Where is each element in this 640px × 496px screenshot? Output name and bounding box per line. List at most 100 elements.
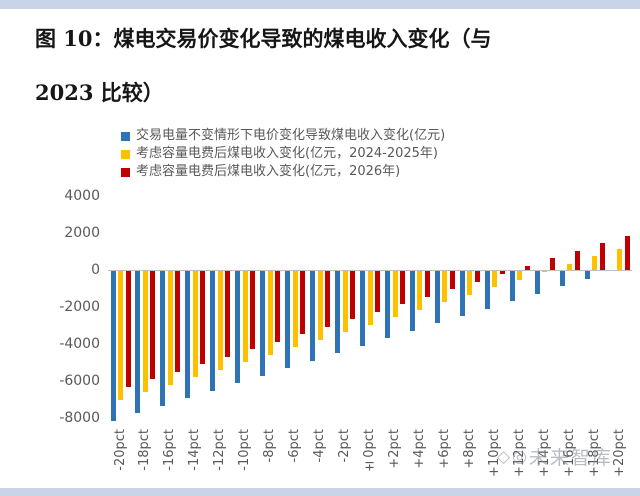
bar-series2--6pct xyxy=(300,271,306,335)
legend-item-2: 考虑容量电费后煤电收入变化(亿元，2026年) xyxy=(121,163,445,181)
y-tick-label: -8000 xyxy=(59,410,100,426)
bar-series0--20pct xyxy=(110,271,116,421)
bar-series2-+12pct xyxy=(524,265,530,270)
y-tick-label: 0 xyxy=(91,262,100,278)
legend-swatch-icon xyxy=(121,149,130,159)
bar-series2--8pct xyxy=(275,271,281,342)
figure-title-line2: 2023 比较） xyxy=(35,80,164,105)
bar-series0-+4pct xyxy=(409,271,415,331)
bar-series1--12pct xyxy=(217,271,223,370)
bar-series2--10pct xyxy=(250,271,256,350)
chart-legend: 交易电量不变情形下电价变化导致煤电收入变化(亿元) 考虑容量电费后煤电收入变化(亿… xyxy=(121,127,445,181)
y-tick-label: -6000 xyxy=(59,373,100,389)
bar-series1-+6pct xyxy=(442,271,448,303)
bar-series2--4pct xyxy=(325,271,331,327)
bar-series0-+14pct xyxy=(534,271,540,294)
bar-series1--2pct xyxy=(342,271,348,333)
bar-series0--4pct xyxy=(310,271,316,361)
page-bottom-band xyxy=(0,488,640,496)
x-tick-label: +4pct xyxy=(411,429,427,469)
bar-series1--18pct xyxy=(142,271,148,393)
bar-series0-+10pct xyxy=(484,271,490,309)
watermark: ◇ ◎ 未来智库 xyxy=(497,443,613,470)
x-tick-label: -20pct xyxy=(112,429,128,471)
legend-label: 考虑容量电费后煤电收入变化(亿元，2026年) xyxy=(136,164,401,179)
x-tick-label: -18pct xyxy=(137,429,153,471)
y-tick-label: 2000 xyxy=(64,225,100,241)
legend-label: 考虑容量电费后煤电收入变化(亿元，2024-2025年) xyxy=(136,146,439,161)
bar-series0-+2pct xyxy=(385,271,390,339)
x-tick-label: +6pct xyxy=(436,429,452,469)
bar-series2-±0pct xyxy=(375,271,380,312)
bar-series1-+10pct xyxy=(492,271,498,288)
y-tick-label: -4000 xyxy=(59,336,100,352)
legend-swatch-icon xyxy=(121,131,130,141)
bar-series0--2pct xyxy=(335,271,340,354)
bar-series0-+6pct xyxy=(434,271,440,324)
bar-series2-+16pct xyxy=(574,250,580,270)
bar-series1--4pct xyxy=(317,271,323,340)
bar-series1--8pct xyxy=(267,271,273,355)
x-tick-label: -8pct xyxy=(262,429,278,463)
bar-series0--14pct xyxy=(185,271,191,399)
figure-title-line1: 图 10：煤电交易价变化导致的煤电收入变化（与 xyxy=(35,26,492,51)
watermark-text: 未来智库 xyxy=(528,447,613,469)
bar-series1-+2pct xyxy=(392,271,398,318)
bar-series0--8pct xyxy=(260,271,266,376)
bar-series0-+18pct xyxy=(584,271,590,279)
y-tick-label: 4000 xyxy=(64,188,100,204)
bar-series2--16pct xyxy=(175,271,181,372)
bar-series1-+18pct xyxy=(592,256,598,270)
page-top-band xyxy=(0,0,640,9)
bar-series2-+20pct xyxy=(624,235,630,270)
bar-series0--18pct xyxy=(135,271,141,414)
bar-series2-+14pct xyxy=(549,258,555,270)
x-tick-label: ±0pct xyxy=(362,429,377,473)
x-tick-label: -6pct xyxy=(287,429,303,463)
bar-series2--20pct xyxy=(125,271,131,387)
bar-series0-+12pct xyxy=(509,271,515,301)
bar-series1--20pct xyxy=(118,271,123,400)
bar-series2-+18pct xyxy=(599,243,605,270)
bar-series1--16pct xyxy=(167,271,173,385)
x-tick-label: -10pct xyxy=(237,429,253,471)
legend-swatch-icon xyxy=(121,167,130,177)
x-tick-label: +20pct xyxy=(611,429,627,477)
legend-item-1: 考虑容量电费后煤电收入变化(亿元，2024-2025年) xyxy=(121,145,445,163)
bar-series1--10pct xyxy=(242,271,248,363)
watermark-logo-icon: ◇ xyxy=(497,446,511,467)
x-tick-label: +8pct xyxy=(461,429,477,469)
bar-series2--2pct xyxy=(350,271,355,320)
bar-series2-+6pct xyxy=(449,271,455,290)
bar-series2-+10pct xyxy=(499,271,505,275)
bar-series2--12pct xyxy=(225,271,231,357)
x-tick-label: +2pct xyxy=(387,429,402,469)
x-tick-label: -4pct xyxy=(312,429,328,463)
bar-series2-+4pct xyxy=(424,271,430,297)
y-tick-label: -2000 xyxy=(59,299,100,315)
bar-series2--18pct xyxy=(150,271,156,380)
bar-series2-+2pct xyxy=(400,271,405,305)
bar-series1-+4pct xyxy=(417,271,423,310)
plot-area xyxy=(108,190,632,435)
bar-series1--14pct xyxy=(192,271,198,378)
bar-series1-+14pct xyxy=(542,271,548,273)
bar-series1-+12pct xyxy=(517,271,523,280)
legend-label: 交易电量不变情形下电价变化导致煤电收入变化(亿元) xyxy=(136,128,446,143)
bar-series0-+16pct xyxy=(559,271,565,286)
x-tick-label: -16pct xyxy=(162,429,178,471)
bar-series2--14pct xyxy=(200,271,206,365)
bar-series0--16pct xyxy=(160,271,166,406)
figure-title: 图 10：煤电交易价变化导致的煤电收入变化（与 2023 比较） xyxy=(35,12,615,120)
bar-series1-+16pct xyxy=(567,263,573,270)
bar-series2-+8pct xyxy=(474,271,480,282)
y-axis-labels: 4000 2000 0 -2000 -4000 -6000 -8000 xyxy=(0,188,100,430)
bar-series1-±0pct xyxy=(367,271,373,325)
x-tick-label: -2pct xyxy=(337,429,352,463)
bar-series1-+8pct xyxy=(467,271,473,295)
bar-series1-+20pct xyxy=(617,248,622,270)
bar-series0--10pct xyxy=(235,271,241,384)
bar-series0--12pct xyxy=(210,271,216,391)
